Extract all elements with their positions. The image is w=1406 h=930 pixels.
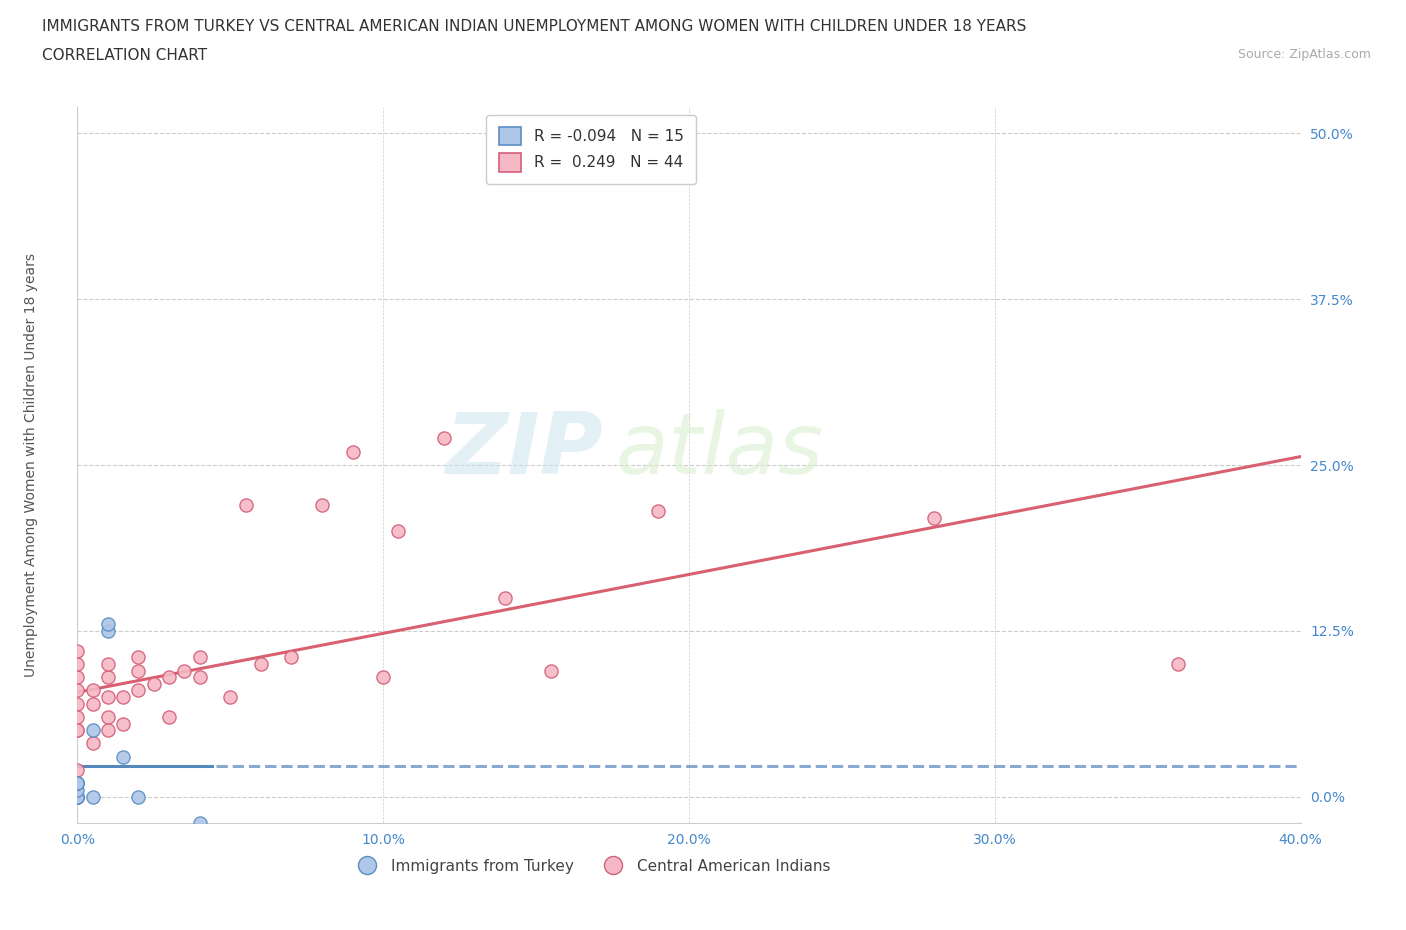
Point [342, 445, 364, 459]
Point [66, 763, 89, 777]
Point [647, 504, 669, 519]
Point [371, 670, 394, 684]
Point [97, 657, 120, 671]
Point [66, 776, 89, 790]
Point [540, 663, 562, 678]
Point [188, 650, 211, 665]
Text: Unemployment Among Women with Children Under 18 years: Unemployment Among Women with Children U… [24, 253, 38, 677]
Point [157, 670, 180, 684]
Point [66, 789, 89, 804]
Point [97, 723, 120, 737]
Point [66, 776, 89, 790]
Point [66, 723, 89, 737]
Point [66, 670, 89, 684]
Legend: Immigrants from Turkey, Central American Indians: Immigrants from Turkey, Central American… [346, 853, 837, 880]
Text: IMMIGRANTS FROM TURKEY VS CENTRAL AMERICAN INDIAN UNEMPLOYMENT AMONG WOMEN WITH : IMMIGRANTS FROM TURKEY VS CENTRAL AMERIC… [42, 19, 1026, 33]
Text: atlas: atlas [616, 409, 824, 492]
Point [66, 782, 89, 797]
Point [82, 789, 104, 804]
Point [112, 716, 135, 731]
Point [142, 676, 165, 691]
Point [1167, 657, 1189, 671]
Text: Source: ZipAtlas.com: Source: ZipAtlas.com [1237, 48, 1371, 61]
Point [157, 710, 180, 724]
Point [219, 690, 242, 705]
Point [127, 683, 149, 698]
Point [97, 710, 120, 724]
Point [280, 650, 302, 665]
Point [495, 591, 517, 605]
Point [173, 663, 195, 678]
Point [66, 789, 89, 804]
Point [66, 697, 89, 711]
Point [127, 789, 149, 804]
Point [112, 690, 135, 705]
Point [82, 723, 104, 737]
Point [82, 697, 104, 711]
Point [66, 789, 89, 804]
Point [66, 789, 89, 804]
Point [235, 498, 257, 512]
Point [66, 710, 89, 724]
Point [82, 683, 104, 698]
Point [311, 498, 333, 512]
Point [82, 736, 104, 751]
Point [97, 623, 120, 638]
Point [250, 657, 273, 671]
Point [66, 776, 89, 790]
Point [97, 670, 120, 684]
Point [97, 617, 120, 631]
Point [66, 789, 89, 804]
Point [127, 663, 149, 678]
Point [112, 750, 135, 764]
Text: ZIP: ZIP [446, 409, 603, 492]
Point [433, 431, 456, 445]
Point [66, 644, 89, 658]
Point [922, 511, 945, 525]
Point [66, 657, 89, 671]
Point [97, 690, 120, 705]
Point [387, 524, 409, 538]
Point [127, 650, 149, 665]
Point [66, 683, 89, 698]
Text: CORRELATION CHART: CORRELATION CHART [42, 48, 207, 63]
Point [188, 670, 211, 684]
Point [66, 723, 89, 737]
Point [188, 816, 211, 830]
Point [66, 789, 89, 804]
